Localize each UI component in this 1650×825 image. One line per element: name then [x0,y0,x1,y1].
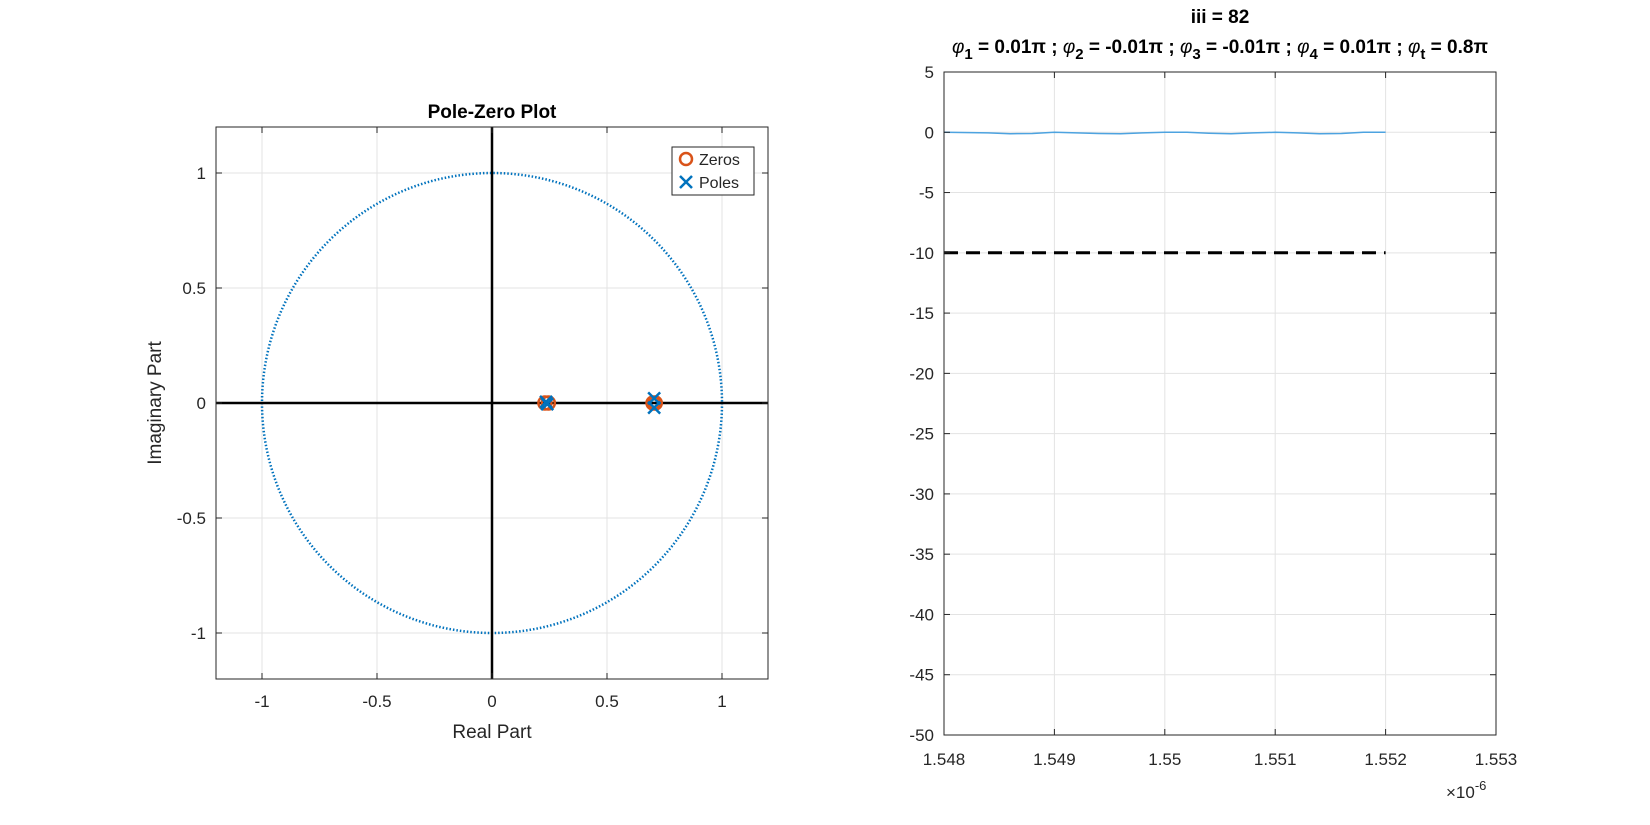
lc-y-tick-label: 0 [925,123,934,142]
lc-y-tick-label: -20 [909,364,934,383]
phi-value: = -0.01π ; [1201,37,1297,58]
lc-y-tick-label: -25 [909,425,934,444]
pz-y-tick-label: 0 [197,394,206,413]
phi-symbol: φ [1408,37,1420,58]
phi-subscript: t [1420,46,1425,63]
legend-zeros-label: Zeros [699,152,740,169]
x-exponent-label: ×10-6 [1446,778,1486,802]
lc-series [943,131,1386,255]
lc-axes-box [943,71,1497,736]
pz-title: Pole-Zero Plot [428,102,557,123]
lc-y-tick-label: -15 [909,304,934,323]
phi-value: = 0.01π ; [1318,37,1408,58]
pz-x-tick-label: 0 [487,692,496,711]
pz-y-tick-label: -0.5 [177,509,206,528]
pole-marker [647,400,662,415]
pz-y-label: Imaginary Part [145,341,166,465]
phi-subscript: 4 [1310,46,1319,63]
lc-y-tick-label: -5 [919,184,934,203]
lc-plot-area [944,72,1496,735]
lc-x-tick-label: 1.553 [1475,750,1518,769]
pz-ticks: -1 -0.5 0 0.5 1 -1 -0.5 0 0.5 1 [177,127,768,711]
x-exponent-base: ×10 [1446,783,1475,802]
lc-y-tick-label: -40 [909,605,934,624]
lc-y-tick-label: 5 [925,63,934,82]
pz-x-tick-label: 1 [717,692,726,711]
lc-title: iii = 82 [1191,7,1250,28]
phi-subscript: 3 [1192,46,1200,63]
phi-symbol: φ [1063,37,1075,58]
response-line [943,131,1386,135]
phi-symbol: φ [952,37,964,58]
phi-value: = 0.8π [1425,37,1488,58]
legend-poles-label: Poles [699,175,739,192]
phi-symbol: φ [1297,37,1309,58]
lc-ticks: 1.548 1.549 1.55 1.551 1.552 1.553 5 0 -5 -10 -15 -… [909,63,1517,769]
pz-x-label: Real Part [452,722,532,743]
zero-marker [540,395,557,411]
legend-zero-marker [678,151,694,167]
pz-x-tick-label: -0.5 [362,692,391,711]
lc-x-tick-label: 1.551 [1254,750,1297,769]
phi-subscript: 1 [964,46,972,63]
pz-y-tick-label: 0.5 [182,279,206,298]
lc-x-tick-label: 1.55 [1148,750,1181,769]
pz-legend-box [671,146,755,196]
lc-y-tick-label: -45 [909,666,934,685]
lc-x-tick-label: 1.549 [1033,750,1076,769]
lc-subtitle: φ1 = 0.01π ; φ2 = -0.01π ; φ3 = -0.01π ;… [952,37,1488,63]
lc-y-tick-label: -10 [909,244,934,263]
lc-x-tick-label: 1.548 [923,750,966,769]
pz-legend: Zeros Poles [671,146,755,196]
line-chart: 1.548 1.549 1.55 1.551 1.552 1.553 5 0 -5 -10 -15 -… [909,7,1517,802]
lc-y-tick-label: -30 [909,485,934,504]
pz-markers [537,391,664,415]
phi-subscript: 2 [1075,46,1083,63]
lc-y-tick-label: -35 [909,545,934,564]
pole-zero-chart: -1 -0.5 0 0.5 1 -1 -0.5 0 0.5 1 Pole-Zero Plot Re… [145,102,769,743]
legend-pole-marker [679,175,693,189]
phi-symbol: φ [1180,37,1192,58]
pz-x-tick-label: 0.5 [595,692,619,711]
phi-value: = -0.01π ; [1084,37,1180,58]
lc-y-tick-label: -50 [909,726,934,745]
lc-x-tick-label: 1.552 [1364,750,1407,769]
phi-value: = 0.01π ; [973,37,1063,58]
pole-marker [540,397,555,412]
pz-zero-axes [216,127,768,679]
pz-y-tick-label: -1 [191,624,206,643]
x-exponent-power: -6 [1475,778,1487,793]
pz-x-tick-label: -1 [254,692,269,711]
pz-y-tick-label: 1 [197,164,206,183]
